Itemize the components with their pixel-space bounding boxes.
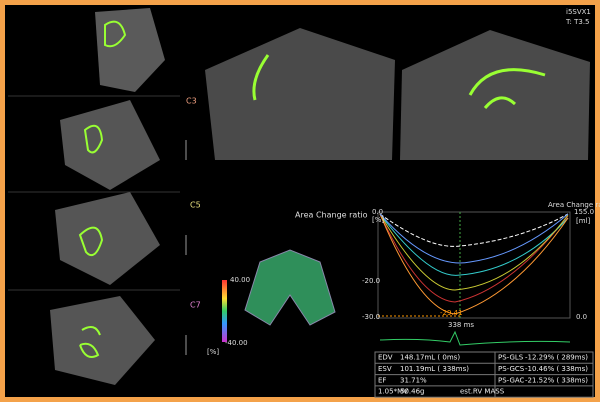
preset: T: T3.5	[565, 18, 590, 26]
axis-label: -20.0	[362, 277, 380, 285]
table-cell: EF	[378, 376, 386, 384]
time-label: 338 ms	[448, 321, 474, 329]
dividers	[8, 95, 180, 291]
axis-unit: [ml]	[576, 217, 590, 225]
contour	[252, 54, 270, 101]
view-label: C7	[190, 301, 201, 310]
color-bar	[222, 280, 227, 342]
graph	[377, 211, 571, 346]
center-title: Area Change ratio	[295, 211, 368, 220]
peak-label: -29.41	[440, 309, 463, 317]
axis-label: 0.0	[372, 208, 383, 216]
color-unit: [%]	[207, 348, 219, 356]
table-cell: -12.29% ( 289ms)	[525, 354, 588, 362]
probe: i5SVX1	[566, 8, 591, 16]
axis-unit: [%]	[372, 216, 384, 224]
apical-view-2	[400, 30, 590, 160]
short-axis-views	[50, 8, 165, 385]
axis-label: 155.0	[574, 208, 594, 216]
table-cell: EDV	[378, 354, 393, 362]
results-table: EDV 148.17mL ( 0ms) PS-GLS -12.29% ( 289ms)…	[374, 351, 594, 398]
table-cell: PS-GLS	[498, 354, 524, 362]
color-max: 40.00	[230, 276, 250, 284]
table-cell: -10.46% ( 338ms)	[525, 365, 588, 373]
table-cell: 101.19mL ( 338ms)	[400, 365, 469, 373]
graph-title: Area Change ratio	[548, 201, 600, 209]
rv-mesh	[244, 249, 336, 326]
table-cell: 1.05*MV	[378, 388, 408, 396]
apical-view-1	[205, 28, 395, 160]
contour	[468, 68, 546, 109]
color-min: -40.00	[225, 339, 248, 347]
table-cell: PS-GAC	[498, 376, 525, 384]
table-cell: est.RV MASS	[460, 388, 505, 396]
table-cell: PS-GCS	[498, 365, 525, 373]
table-cell: -21.52% ( 338ms)	[525, 376, 588, 384]
table-cell: 31.71%	[400, 376, 427, 384]
view-label: C3	[186, 97, 197, 106]
table-cell: 50.46g	[400, 388, 424, 396]
axis-label: -30.0	[362, 313, 380, 321]
axis-label: 0.0	[576, 313, 587, 321]
table-cell: 148.17mL ( 0ms)	[400, 354, 460, 362]
view-label: C5	[190, 201, 201, 210]
table-cell: ESV	[378, 365, 392, 373]
